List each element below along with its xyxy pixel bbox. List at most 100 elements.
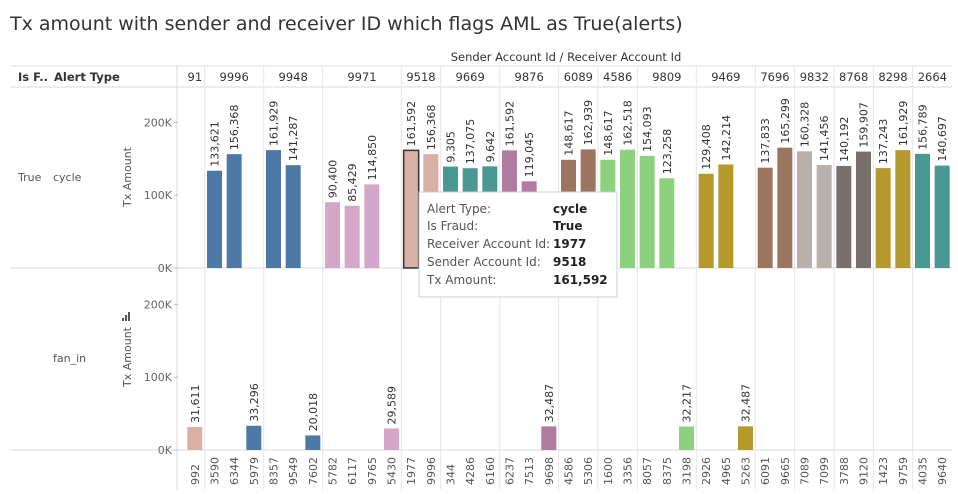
bar[interactable] (698, 173, 714, 268)
bar[interactable] (738, 426, 753, 450)
receiver-label: 2926 (700, 457, 713, 485)
receiver-label: 992 (189, 464, 202, 485)
bar[interactable] (246, 425, 262, 450)
receiver-label: 1977 (405, 457, 418, 485)
receiver-label: 7513 (523, 457, 536, 485)
bar[interactable] (875, 168, 891, 268)
bar[interactable] (344, 205, 360, 268)
bar[interactable] (915, 153, 930, 268)
bar[interactable] (679, 426, 694, 450)
sender-header-row: 91 9996 9948 9971 9518 9669 9876 6089 4586 9809 94… (188, 70, 947, 84)
receiver-label: 9698 (543, 457, 556, 485)
bar[interactable] (384, 428, 399, 450)
receiver-label: 3788 (838, 457, 851, 485)
receiver-label: 344 (445, 464, 458, 485)
bar[interactable] (777, 147, 793, 268)
sender-label: 9518 (406, 70, 435, 84)
bar-value-label: 137,243 (877, 119, 890, 165)
receiver-label: 8057 (641, 457, 654, 485)
receiver-label: 6344 (228, 457, 241, 485)
receiver-label: 9120 (858, 457, 871, 485)
sender-label: 4586 (603, 70, 632, 84)
bar[interactable] (659, 178, 675, 268)
sender-label: 9876 (515, 70, 544, 84)
bar-value-label: 156,368 (425, 105, 438, 151)
sender-label: 9971 (347, 70, 376, 84)
bar[interactable] (266, 150, 281, 268)
bar-value-label: 133,621 (209, 121, 222, 167)
receiver-label: 5430 (386, 457, 399, 485)
bar[interactable] (797, 151, 812, 268)
y-tick-label: 0K (158, 444, 173, 457)
bar[interactable] (934, 165, 950, 268)
bar[interactable] (285, 165, 301, 268)
receiver-label: 8375 (661, 457, 674, 485)
receiver-label: 9765 (366, 457, 379, 485)
bar[interactable] (402, 149, 420, 269)
sender-label: 9996 (220, 70, 249, 84)
bar-value-label: 154,093 (641, 106, 654, 152)
receiver-label: 7089 (799, 457, 812, 485)
bar-value-label: 141,456 (818, 116, 831, 162)
bar-value-label: 142,214 (720, 115, 733, 161)
bar-value-label: 148,617 (563, 110, 576, 156)
receiver-label: 5782 (327, 457, 340, 485)
bar[interactable] (639, 155, 655, 268)
bar[interactable] (226, 154, 242, 268)
receiver-label: 4586 (563, 457, 576, 485)
receiver-label: 1600 (602, 457, 615, 485)
bar[interactable] (757, 167, 773, 268)
receiver-label: 1423 (877, 457, 890, 485)
sort-icon[interactable] (122, 312, 130, 321)
bar-value-label: 32,487 (543, 384, 556, 423)
bar-value-label: 148,617 (602, 110, 615, 156)
sender-label: 8768 (839, 70, 868, 84)
bar[interactable] (816, 165, 832, 268)
bar-value-label: 129,408 (700, 124, 713, 170)
bar-value-label: 161,592 (504, 101, 517, 147)
bar-value-label: 119,045 (523, 132, 536, 178)
y-tick-label: 0K (158, 262, 173, 275)
bar[interactable] (836, 165, 852, 268)
bar-value-label: 9,305 (445, 131, 458, 163)
bar-value-label: 140,697 (936, 116, 949, 162)
bar-value-label: 9,642 (484, 131, 497, 163)
y-axis-title-cycle: Tx Amount (121, 146, 134, 208)
bar[interactable] (207, 170, 222, 268)
bar[interactable] (856, 151, 871, 268)
receiver-label: 9996 (425, 457, 438, 485)
bar-value-label: 33,296 (248, 383, 261, 422)
receiver-label: 9759 (897, 457, 910, 485)
receiver-label: 6091 (759, 457, 772, 485)
receiver-label: 5979 (248, 457, 261, 485)
sender-label: 9469 (711, 70, 740, 84)
receiver-label: 4965 (720, 457, 733, 485)
receiver-label: 3198 (681, 457, 694, 485)
receiver-label: 9665 (779, 457, 792, 485)
alert-type-header[interactable]: Alert Type (54, 70, 120, 84)
receiver-label: 4035 (917, 457, 930, 485)
bar[interactable] (305, 435, 321, 450)
bar[interactable] (620, 149, 635, 268)
receiver-label: 9640 (936, 457, 949, 485)
receiver-label: 3356 (622, 457, 635, 485)
bar[interactable] (325, 202, 340, 268)
bar[interactable] (187, 426, 203, 450)
bar[interactable] (541, 426, 557, 450)
bar[interactable] (718, 164, 734, 268)
bar[interactable] (895, 150, 911, 268)
bar-value-label: 85,429 (346, 163, 359, 202)
tooltip-value: cycle (553, 202, 587, 216)
is-fraud-header[interactable]: Is F.. (18, 70, 48, 84)
tooltip: Alert Type: cycle Is Fraud: True Receive… (418, 191, 618, 298)
bar-value-label: 114,850 (366, 135, 379, 181)
tooltip-label: Alert Type: (427, 202, 491, 216)
bar-value-label: 161,929 (268, 101, 281, 147)
sender-label: 9669 (456, 70, 485, 84)
receiver-label: 5306 (582, 457, 595, 485)
bar-value-label: 137,075 (464, 119, 477, 165)
y-tick-label: 100K (144, 189, 173, 202)
chart-title: Tx amount with sender and receiver ID wh… (9, 13, 683, 35)
bar[interactable] (364, 184, 380, 268)
tooltip-value: 1977 (553, 237, 586, 251)
